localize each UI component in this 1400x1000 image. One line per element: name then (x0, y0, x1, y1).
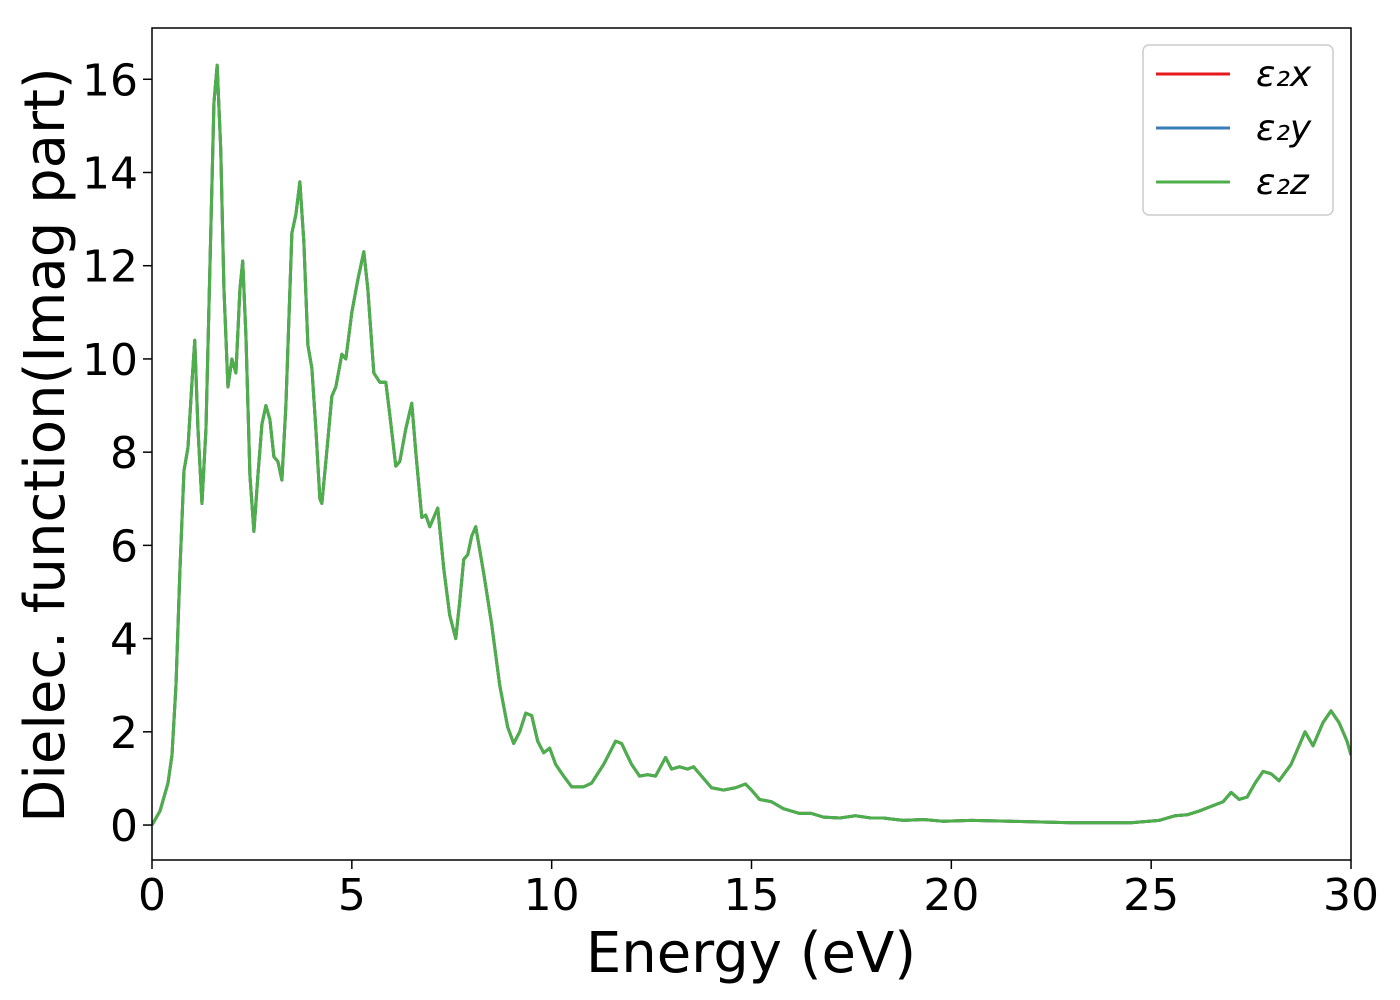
plot-frame (151, 27, 1352, 861)
x-tick-label: 30 (1323, 870, 1379, 921)
y-tick-label: 8 (110, 428, 138, 479)
x-axis-label: Energy (eV) (586, 921, 916, 986)
x-tick-label: 15 (724, 870, 780, 921)
y-tick-label: 16 (82, 55, 138, 106)
x-tick-label: 10 (524, 870, 580, 921)
x-tick-label: 0 (138, 870, 166, 921)
x-tick-label: 20 (923, 870, 979, 921)
y-tick-label: 12 (82, 242, 138, 293)
legend-label: ε₂y (1256, 108, 1312, 149)
legend-box (1142, 44, 1334, 216)
y-tick-label: 14 (82, 148, 138, 199)
x-tick-label: 25 (1123, 870, 1179, 921)
legend-label: ε₂x (1256, 54, 1312, 95)
y-tick-label: 6 (110, 521, 138, 572)
y-tick-label: 4 (110, 615, 138, 666)
y-tick-label: 2 (110, 708, 138, 759)
x-tick-label: 5 (338, 870, 366, 921)
y-axis-label: Dielec. function(Imag part) (13, 67, 78, 823)
legend-label: ε₂z (1256, 162, 1310, 203)
y-tick-label: 0 (110, 801, 138, 852)
line (152, 63, 1351, 826)
y-tick-label: 10 (82, 335, 138, 386)
